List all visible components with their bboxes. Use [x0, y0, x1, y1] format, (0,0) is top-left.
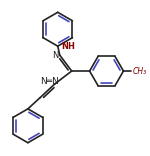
Text: NH: NH — [62, 42, 76, 51]
Text: N: N — [52, 51, 59, 60]
Text: N═N: N═N — [40, 77, 59, 86]
Text: CH₃: CH₃ — [132, 66, 147, 76]
